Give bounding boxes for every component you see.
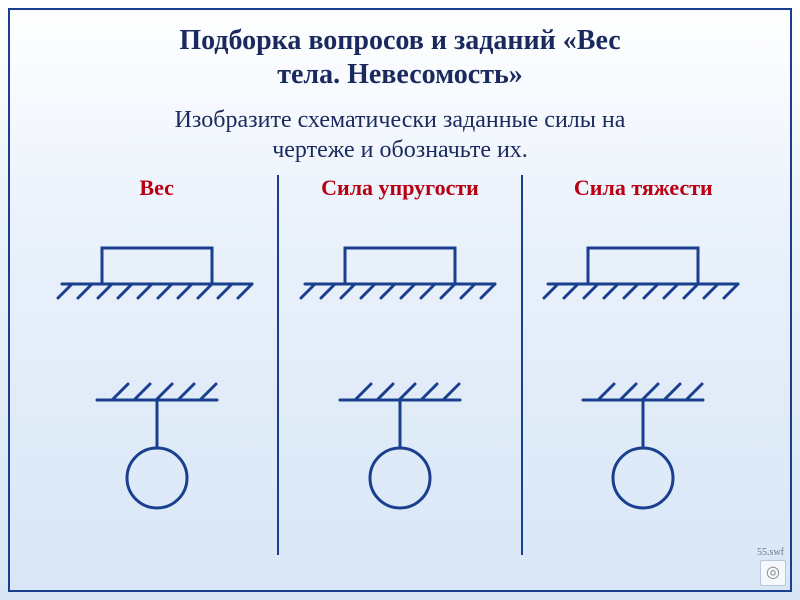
title-line-1: Подборка вопросов и заданий «Вес [179,25,620,56]
content-area: Подборка вопросов и заданий «Вес тела. Н… [10,10,790,590]
column-elasticity: Сила упругости [279,175,520,555]
diagram-weight-svg [52,220,262,540]
media-icon: ◎ [760,560,786,586]
column-label-elasticity: Сила упругости [321,175,479,201]
ceiling-hatch [112,384,216,400]
media-filename: 55.swf [757,547,784,558]
diagram-elasticity-svg [295,220,505,540]
diagram-elasticity [279,206,520,556]
diagram-weight [36,206,277,556]
subtitle: Изобразите схематически заданные силы на… [36,105,764,165]
column-label-gravity: Сила тяжести [574,175,713,201]
pendulum-bob [127,448,187,508]
column-label-weight: Вес [139,175,173,201]
diagram-gravity [523,206,764,556]
title-line-2: тела. Невесомость» [277,59,523,90]
page-title: Подборка вопросов и заданий «Вес тела. Н… [36,24,764,91]
pendulum-group [97,384,217,508]
columns-row: Вес [36,175,764,555]
subtitle-line-2: чертеже и обозначьте их. [272,137,528,163]
block-on-surface-group [58,248,252,298]
subtitle-line-1: Изобразите схематически заданные силы на [175,107,626,133]
block-rect [102,248,212,284]
diagram-gravity-svg [538,220,748,540]
slide-frame: Подборка вопросов и заданий «Вес тела. Н… [0,0,800,600]
column-gravity: Сила тяжести [523,175,764,555]
column-weight: Вес [36,175,277,555]
surface-hatch [58,284,252,298]
